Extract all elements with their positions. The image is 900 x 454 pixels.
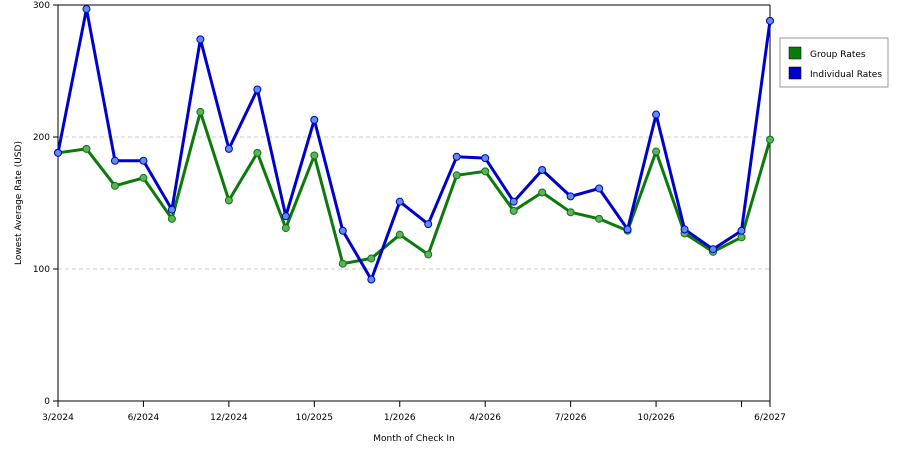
grid-layer bbox=[58, 136, 770, 270]
data-point-group-rates bbox=[766, 135, 774, 144]
data-point-individual-rates bbox=[766, 16, 774, 25]
data-point-group-rates bbox=[481, 167, 490, 176]
data-point-individual-rates bbox=[82, 4, 91, 13]
data-point-group-rates bbox=[595, 214, 604, 223]
data-point-group-rates bbox=[82, 144, 91, 153]
data-point-individual-rates bbox=[253, 85, 262, 94]
data-point-group-rates bbox=[367, 254, 376, 263]
data-point-individual-rates bbox=[452, 152, 461, 161]
x-tick-label: 3/2024 bbox=[42, 413, 74, 423]
data-point-group-rates bbox=[310, 151, 319, 160]
axes-layer bbox=[53, 4, 771, 407]
y-tick-label: 100 bbox=[33, 265, 50, 275]
data-point-individual-rates bbox=[167, 205, 176, 214]
data-point-individual-rates bbox=[623, 225, 632, 234]
data-point-individual-rates bbox=[338, 226, 347, 235]
series-layer bbox=[54, 4, 774, 284]
data-point-individual-rates bbox=[424, 220, 433, 229]
data-point-group-rates bbox=[538, 188, 547, 197]
y-tick-label: 200 bbox=[33, 133, 50, 143]
data-point-group-rates bbox=[281, 224, 290, 233]
legend-label-individual-rates: Individual Rates bbox=[810, 70, 882, 80]
data-point-individual-rates bbox=[538, 166, 547, 174]
x-tick-label: 1/2026 bbox=[384, 413, 416, 423]
data-point-individual-rates bbox=[310, 115, 319, 124]
data-point-individual-rates bbox=[395, 197, 404, 206]
data-point-group-rates bbox=[167, 214, 176, 223]
x-tick-label: 4/2026 bbox=[469, 413, 501, 423]
data-point-group-rates bbox=[424, 250, 433, 259]
legend-swatch-group-rates bbox=[788, 46, 802, 60]
data-point-individual-rates bbox=[224, 144, 233, 153]
data-point-individual-rates bbox=[566, 192, 575, 201]
data-point-individual-rates bbox=[196, 35, 205, 44]
data-point-individual-rates bbox=[680, 225, 689, 234]
data-point-group-rates bbox=[338, 259, 347, 268]
x-tick-label: 10/2026 bbox=[637, 413, 675, 423]
data-point-group-rates bbox=[253, 148, 262, 157]
data-point-individual-rates bbox=[481, 154, 490, 163]
data-point-individual-rates bbox=[509, 197, 518, 206]
x-tick-label: 12/2024 bbox=[210, 413, 248, 423]
data-point-group-rates bbox=[566, 208, 575, 217]
data-point-group-rates bbox=[196, 107, 205, 116]
data-point-group-rates bbox=[509, 206, 518, 215]
legend-label-group-rates: Group Rates bbox=[810, 50, 866, 60]
legend: Group Rates Individual Rates bbox=[779, 37, 889, 88]
y-tick-label: 0 bbox=[44, 397, 50, 407]
data-point-individual-rates bbox=[367, 275, 376, 284]
data-point-individual-rates bbox=[54, 148, 62, 157]
series-line-individual-rates bbox=[56, 7, 772, 282]
legend-swatch-individual-rates bbox=[788, 66, 802, 80]
data-point-group-rates bbox=[110, 181, 119, 190]
x-axis-title: Month of Check In bbox=[373, 434, 455, 444]
series-line-group-rates bbox=[57, 110, 772, 266]
data-point-individual-rates bbox=[281, 212, 290, 221]
x-tick-label: 6/2027 bbox=[754, 413, 786, 423]
data-point-group-rates bbox=[139, 173, 148, 182]
y-axis-title: Lowest Average Rate (USD) bbox=[14, 141, 24, 265]
x-tick-label: 7/2026 bbox=[555, 413, 587, 423]
data-point-group-rates bbox=[737, 233, 746, 242]
data-point-group-rates bbox=[224, 196, 233, 205]
data-point-group-rates bbox=[652, 147, 661, 156]
x-tick-label: 6/2024 bbox=[128, 413, 160, 423]
y-tick-label: 300 bbox=[33, 1, 50, 11]
data-point-individual-rates bbox=[139, 156, 148, 165]
data-point-individual-rates bbox=[595, 184, 604, 193]
data-point-individual-rates bbox=[652, 110, 661, 119]
data-point-individual-rates bbox=[110, 156, 119, 165]
data-point-group-rates bbox=[452, 171, 461, 180]
data-point-individual-rates bbox=[709, 245, 718, 254]
data-point-group-rates bbox=[395, 230, 404, 239]
data-point-individual-rates bbox=[737, 226, 746, 235]
x-tick-label: 10/2025 bbox=[296, 413, 333, 423]
labels-layer: 0 100 200 300 3/2024 6/2024 12/2024 10/2025 1/20… bbox=[33, 1, 786, 423]
